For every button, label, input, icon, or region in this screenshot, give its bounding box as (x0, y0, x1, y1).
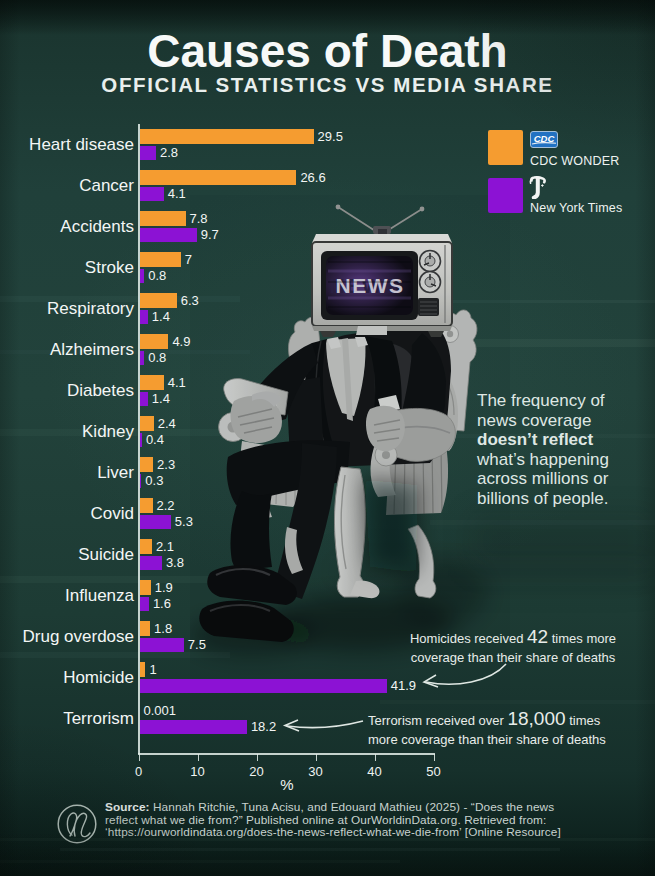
svg-text:CDC: CDC (534, 133, 555, 144)
